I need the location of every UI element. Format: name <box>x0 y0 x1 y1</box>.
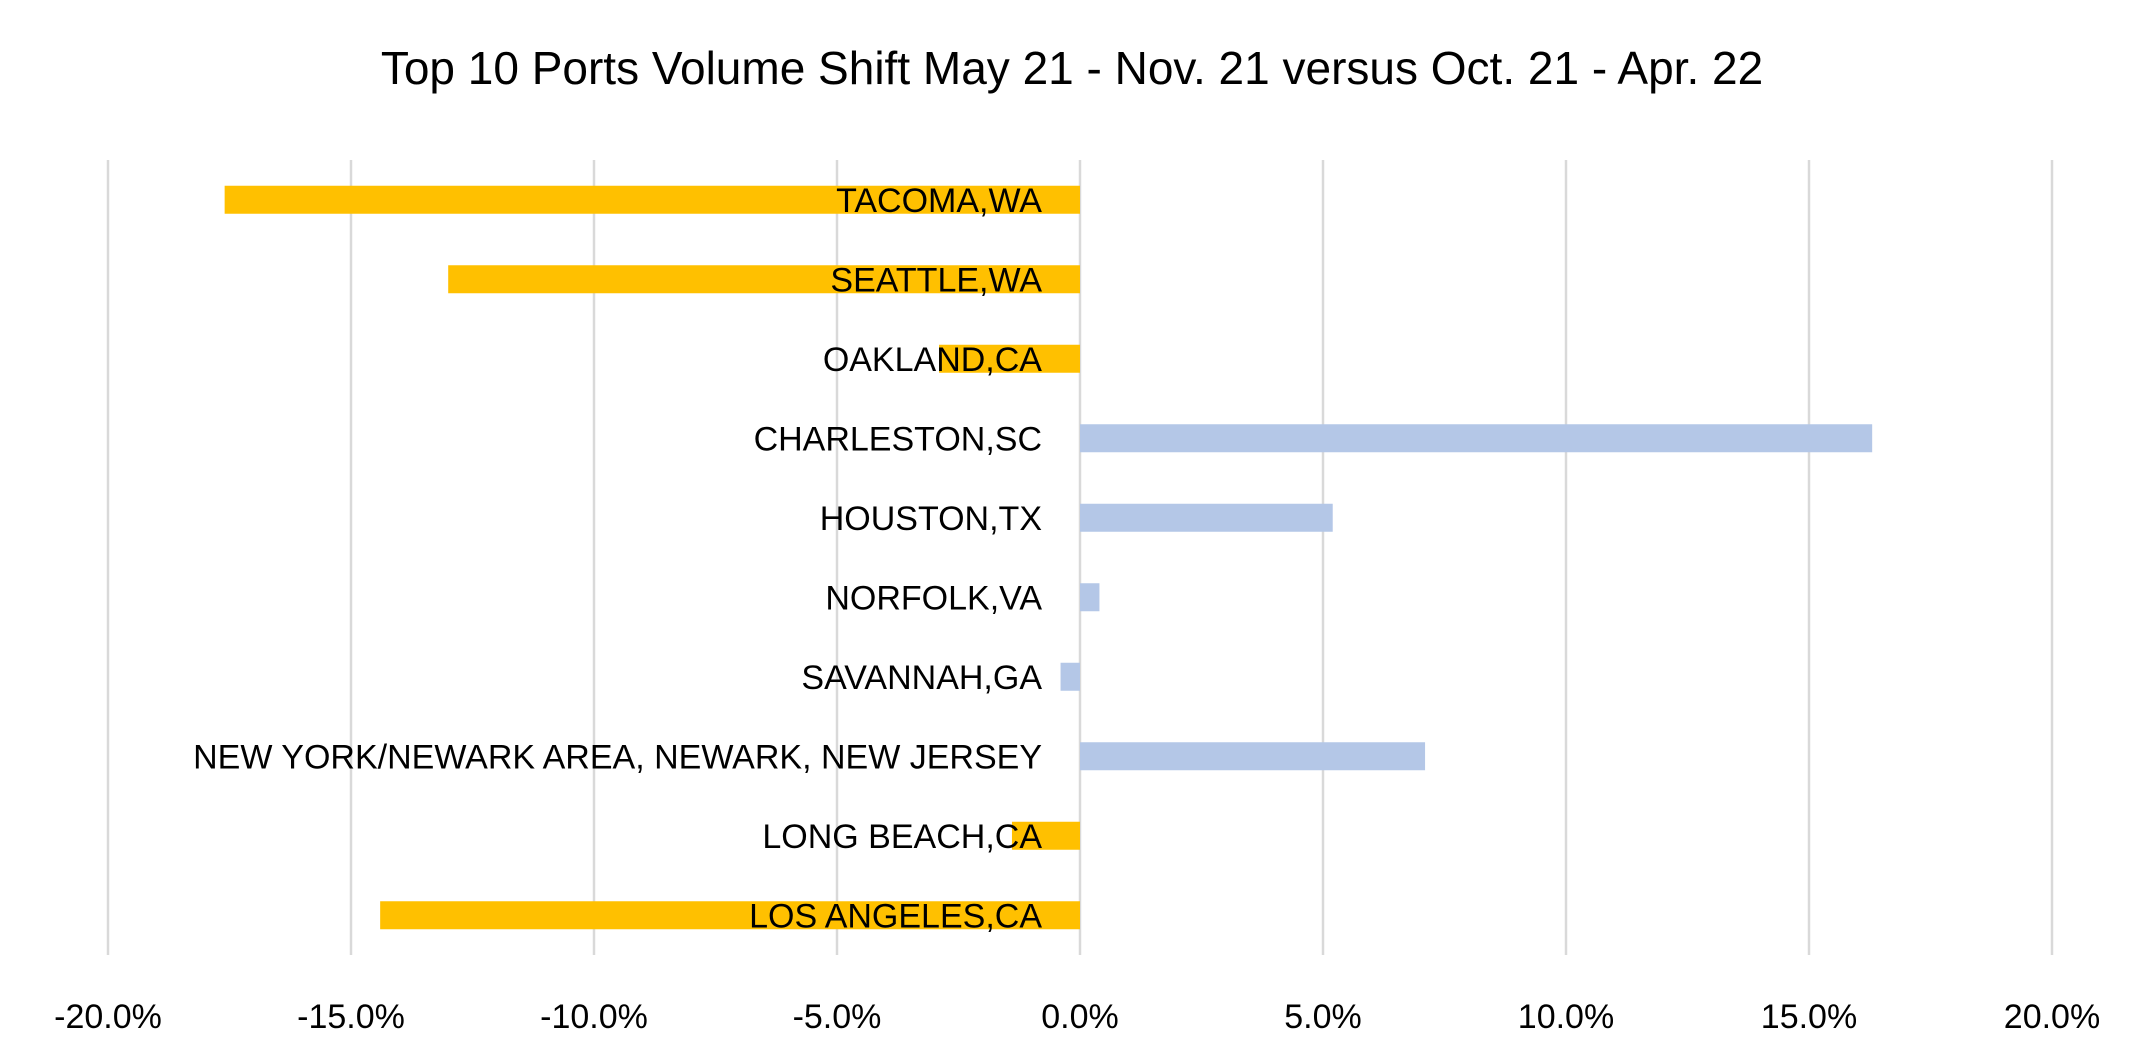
x-tick-label: 0.0% <box>1041 998 1119 1036</box>
bar <box>448 265 1080 294</box>
category-label: LONG BEACH,CA <box>762 818 1042 856</box>
x-tick-label: -10.0% <box>540 998 648 1036</box>
category-label: OAKLAND,CA <box>823 341 1042 379</box>
bar <box>224 185 1080 214</box>
bar <box>939 344 1080 373</box>
x-tick-label: -15.0% <box>297 998 405 1036</box>
bars <box>224 185 1873 930</box>
bar <box>1080 503 1333 532</box>
bar <box>1011 821 1080 850</box>
category-label: SAVANNAH,GA <box>801 659 1042 697</box>
bar <box>1060 662 1080 691</box>
bar <box>380 901 1080 930</box>
x-axis-tick-labels: -20.0% -15.0% -10.0% -5.0% 0.0% 5.0% 10.0% 15.0… <box>54 998 2100 1036</box>
category-label: SEATTLE,WA <box>830 261 1042 299</box>
chart-title: Top 10 Ports Volume Shift May 21 - Nov. … <box>381 42 1763 94</box>
category-label: NEW YORK/NEWARK AREA, NEWARK, NEW JERSEY <box>193 738 1042 776</box>
bar <box>1080 583 1100 612</box>
x-tick-label: 15.0% <box>1761 998 1857 1036</box>
category-labels: TACOMA,WA SEATTLE,WA OAKLAND,CA CHARLESTON,… <box>193 182 1042 936</box>
bar <box>1080 424 1873 453</box>
category-label: CHARLESTON,SC <box>754 420 1042 458</box>
x-tick-label: 20.0% <box>2004 998 2100 1036</box>
x-tick-label: -5.0% <box>793 998 882 1036</box>
x-tick-label: 5.0% <box>1284 998 1362 1036</box>
category-label: TACOMA,WA <box>836 182 1042 220</box>
bar <box>1080 742 1426 771</box>
x-tick-label: 10.0% <box>1518 998 1614 1036</box>
category-label: HOUSTON,TX <box>820 500 1042 538</box>
category-label: LOS ANGELES,CA <box>749 897 1042 935</box>
category-label: NORFOLK,VA <box>825 579 1042 617</box>
x-tick-label: -20.0% <box>54 998 162 1036</box>
